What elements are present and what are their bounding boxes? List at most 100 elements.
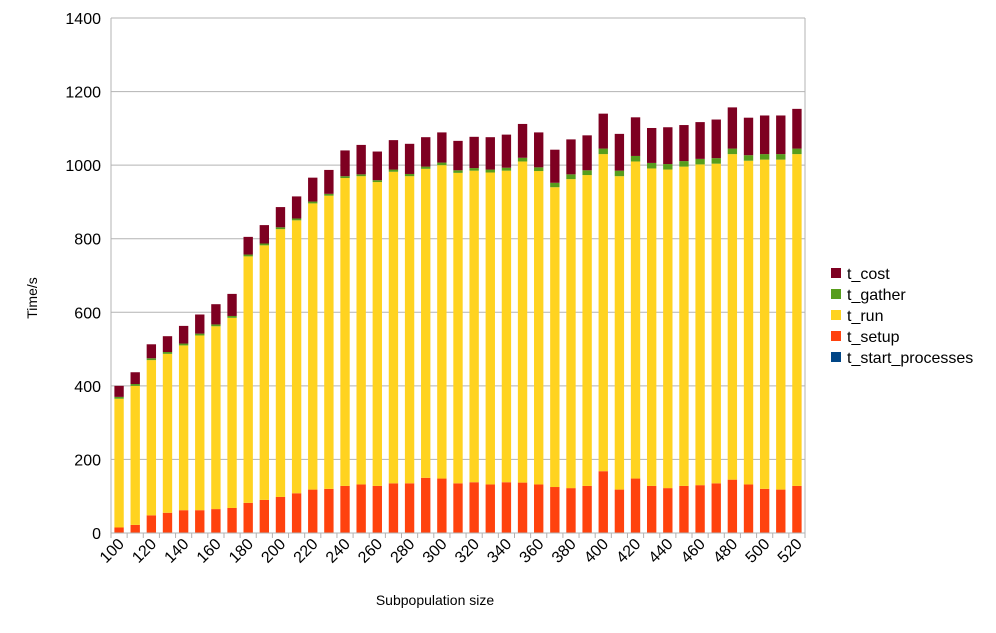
bar-t_setup-180 <box>243 502 253 533</box>
bar-t_setup-450 <box>679 485 689 533</box>
x-tick-label-120: 120 <box>129 536 160 567</box>
bar-t_run-200 <box>275 229 286 497</box>
bar-t_run-140 <box>178 345 189 511</box>
bar-t_gather-290 <box>421 166 431 169</box>
bar-t_run-420 <box>630 161 641 479</box>
bar-t_cost-110 <box>130 372 140 385</box>
bar-t_run-370 <box>550 187 560 488</box>
bar-t_setup-310 <box>453 483 463 533</box>
bar-t_gather-160 <box>211 324 221 327</box>
bar-t_cost-120 <box>146 344 157 359</box>
x-tick-label-240: 240 <box>323 536 354 567</box>
bar-t_run-480 <box>727 154 738 480</box>
bar-t_setup-500 <box>759 488 770 533</box>
bar-t_run-520 <box>792 154 802 486</box>
bar-t_gather-300 <box>437 162 447 166</box>
x-tick-label-180: 180 <box>226 536 257 567</box>
bar-t_gather-100 <box>114 396 124 399</box>
bar-t_run-160 <box>211 326 221 510</box>
bar-t_run-460 <box>695 164 705 486</box>
bar-t_cost-260 <box>372 151 382 181</box>
bar-t_setup-470 <box>711 483 721 533</box>
bar-t_cost-310 <box>453 140 463 171</box>
x-tick-labels: 100 120 140 160 180 200 220 240 260 280 300 320 340 3… <box>97 536 806 567</box>
bar-t_gather-480 <box>727 148 738 155</box>
bar-t_cost-330 <box>485 137 495 170</box>
x-tick-label-480: 480 <box>710 536 741 567</box>
bar-t_gather-230 <box>324 193 334 196</box>
bar-t_cost-300 <box>437 132 447 163</box>
bar-t_setup-410 <box>614 489 625 533</box>
bar-t_cost-290 <box>421 137 431 167</box>
bar-t_setup-170 <box>227 507 237 533</box>
bar-t_gather-440 <box>663 164 673 170</box>
bar-t_gather-320 <box>469 168 479 171</box>
bar-t_cost-490 <box>743 117 754 156</box>
bar-t_setup-340 <box>501 482 512 533</box>
x-tick-label-260: 260 <box>355 536 386 567</box>
bar-t_cost-400 <box>598 113 608 149</box>
bar-t_run-470 <box>711 163 721 484</box>
bar-t_gather-130 <box>162 352 173 354</box>
bar-t_cost-520 <box>792 108 802 149</box>
bar-t_setup-290 <box>421 477 431 533</box>
bar-t_gather-490 <box>743 155 754 161</box>
bar-t_cost-210 <box>291 196 302 219</box>
bar-t_setup-210 <box>291 493 302 533</box>
x-tick-label-140: 140 <box>162 536 193 567</box>
bar-t_run-180 <box>243 256 253 503</box>
bar-t_setup-100 <box>114 527 124 533</box>
x-tick-label-520: 520 <box>775 536 806 567</box>
bar-t_run-230 <box>324 195 334 489</box>
bar-t_setup-380 <box>566 488 576 533</box>
bar-t_setup-400 <box>598 471 608 533</box>
bar-t_gather-110 <box>130 384 140 386</box>
bar-t_cost-100 <box>114 385 124 397</box>
bar-t_cost-340 <box>501 134 512 168</box>
bar-t_setup-390 <box>582 485 592 533</box>
bars <box>114 107 802 533</box>
x-tick-label-100: 100 <box>97 536 128 567</box>
bar-t_setup-130 <box>162 512 173 533</box>
x-tick-label-300: 300 <box>420 536 451 567</box>
x-tick-label-440: 440 <box>646 536 677 567</box>
bar-t_gather-120 <box>146 358 157 361</box>
bar-t_setup-420 <box>630 478 641 533</box>
bar-t_setup-440 <box>663 488 673 533</box>
legend-label-t_gather: t_gather <box>847 287 906 304</box>
x-tick-label-400: 400 <box>581 536 612 567</box>
y-tick-label-800: 800 <box>74 232 101 249</box>
bar-t_cost-470 <box>711 119 721 159</box>
legend-label-t_setup: t_setup <box>847 329 900 346</box>
y-tick-label-0: 0 <box>92 526 101 543</box>
y-tick-label-1200: 1200 <box>65 85 101 102</box>
bar-t_run-190 <box>259 245 270 500</box>
bar-t_run-350 <box>517 161 528 483</box>
x-tick-label-280: 280 <box>388 536 419 567</box>
bar-t_setup-370 <box>550 487 560 533</box>
y-tick-label-200: 200 <box>74 452 101 469</box>
x-tick-label-380: 380 <box>549 536 580 567</box>
bar-t_cost-270 <box>388 140 399 170</box>
bar-t_setup-320 <box>469 482 479 533</box>
bar-t_run-380 <box>566 179 576 489</box>
bar-t_cost-200 <box>275 207 286 228</box>
bar-t_run-500 <box>759 159 770 489</box>
bar-t_gather-280 <box>404 173 415 177</box>
bar-t_gather-390 <box>582 170 592 176</box>
bar-t_gather-260 <box>372 180 382 183</box>
bar-t_run-130 <box>162 353 173 513</box>
bar-t_run-360 <box>534 171 544 485</box>
bar-t_setup-300 <box>437 478 447 533</box>
y-tick-label-1400: 1400 <box>65 11 101 28</box>
x-tick-label-320: 320 <box>452 536 483 567</box>
x-tick-label-220: 220 <box>291 536 322 567</box>
bar-t_cost-510 <box>776 115 786 155</box>
legend-swatch-t_gather <box>831 289 841 299</box>
bar-t_cost-410 <box>614 133 625 171</box>
bar-t_gather-370 <box>550 182 560 188</box>
bar-t_cost-440 <box>663 127 673 165</box>
legend-label-t_run: t_run <box>847 308 883 325</box>
bar-t_cost-160 <box>211 304 221 325</box>
bar-t_run-110 <box>130 385 140 525</box>
